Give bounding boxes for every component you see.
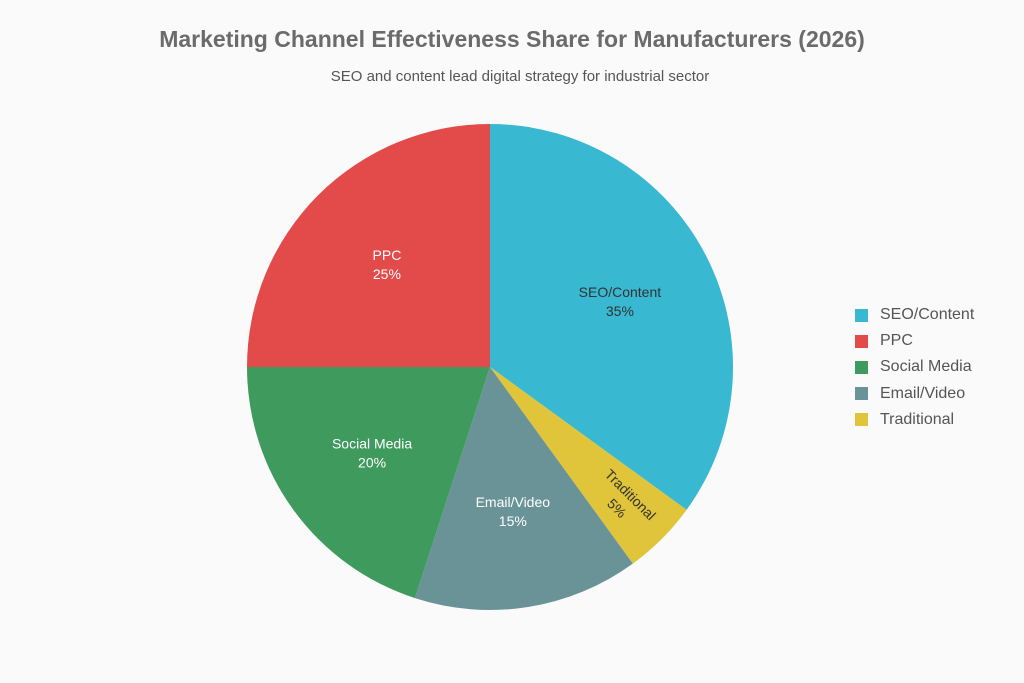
legend-label: Social Media bbox=[880, 358, 972, 376]
slice-name: Social Media bbox=[332, 436, 412, 452]
pie-slice-seo-content bbox=[490, 124, 733, 510]
slice-value: 20% bbox=[358, 455, 386, 471]
legend-label: Email/Video bbox=[880, 384, 966, 402]
slice-value: 35% bbox=[606, 303, 634, 319]
slice-label-seo-content: SEO/Content 35% bbox=[579, 284, 662, 319]
legend-item-social-media[interactable]: Social Media bbox=[855, 354, 974, 380]
slice-label-ppc: PPC 25% bbox=[373, 247, 402, 282]
legend-item-ppc[interactable]: PPC bbox=[855, 328, 974, 354]
legend-swatch bbox=[855, 308, 868, 322]
chart-legend: SEO/Content PPC Social Media Email/Video Tra… bbox=[855, 302, 974, 433]
legend-item-traditional[interactable]: Traditional bbox=[855, 407, 974, 433]
legend-item-seo-content[interactable]: SEO/Content bbox=[855, 302, 974, 328]
legend-item-email-video[interactable]: Email/Video bbox=[855, 381, 974, 407]
chart-title: Marketing Channel Effectiveness Share fo… bbox=[159, 26, 865, 52]
pie-slices bbox=[247, 124, 733, 610]
slice-name: Email/Video bbox=[476, 494, 551, 510]
pie-slice-social-media bbox=[247, 367, 490, 599]
pie-slice-traditional bbox=[490, 367, 687, 564]
slice-value: 25% bbox=[373, 266, 401, 282]
pie-slice-ppc bbox=[247, 124, 490, 367]
legend-label: SEO/Content bbox=[880, 306, 975, 324]
slice-label-social-media: Social Media 20% bbox=[332, 436, 412, 471]
legend-label: PPC bbox=[880, 332, 913, 350]
legend-swatch bbox=[855, 387, 868, 401]
legend-label: Traditional bbox=[880, 410, 955, 428]
legend-swatch bbox=[855, 360, 868, 374]
legend-swatch bbox=[855, 334, 868, 348]
chart-subtitle: SEO and content lead digital strategy fo… bbox=[330, 68, 710, 85]
slice-name: SEO/Content bbox=[579, 284, 662, 300]
legend-swatch bbox=[855, 413, 868, 427]
slice-value: 15% bbox=[499, 513, 527, 529]
slice-name: PPC bbox=[373, 247, 402, 263]
pie-slice-email-video bbox=[414, 367, 633, 610]
slice-label-email-video: Email/Video 15% bbox=[476, 494, 551, 529]
